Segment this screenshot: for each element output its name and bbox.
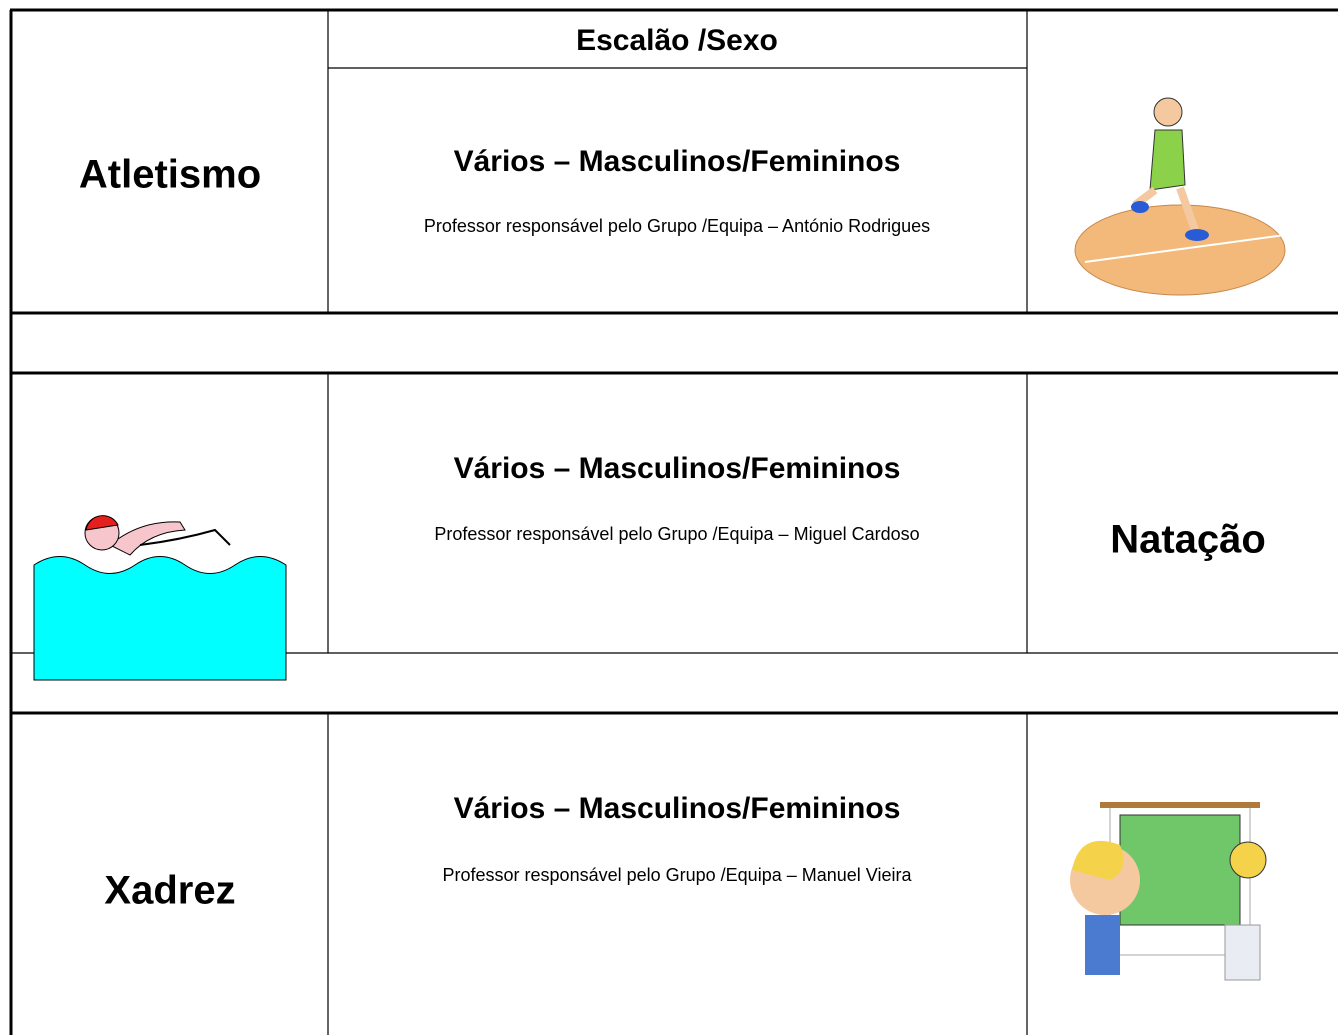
sport-name: Xadrez (104, 869, 235, 913)
teacher: Professor responsável pelo Grupo /Equipa… (424, 216, 930, 236)
category: Vários – Masculinos/Femininos (454, 792, 901, 825)
teacher: Professor responsável pelo Grupo /Equipa… (443, 865, 913, 885)
table-borders (9, 8, 1338, 1035)
runner-illustration (1074, 97, 1286, 296)
header: Escalão /Sexo (576, 24, 778, 57)
teacher: Professor responsável pelo Grupo /Equipa… (434, 524, 919, 544)
category: Vários – Masculinos/Femininos (454, 145, 901, 178)
sport-name: Natação (1110, 518, 1266, 562)
sport-name: Atletismo (79, 153, 261, 197)
chess-illustration (1070, 802, 1267, 981)
swimmer-illustration (33, 515, 287, 681)
category: Vários – Masculinos/Femininos (454, 452, 901, 485)
